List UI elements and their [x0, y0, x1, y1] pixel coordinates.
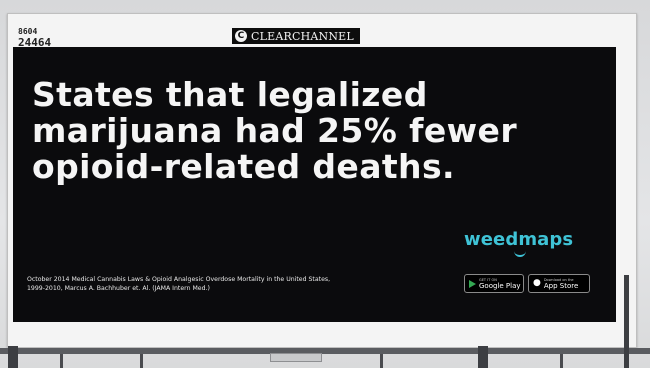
brand-name: CLEARCHANNEL [251, 29, 354, 43]
google-play-badge: GET IT ON Google Play [464, 274, 524, 293]
panel-number-bottom: 24464 [18, 36, 52, 49]
app-store-name: App Store [543, 281, 579, 290]
panel-number-top: 8604 [18, 27, 38, 36]
google-play-name: Google Play [479, 281, 521, 290]
rail-post [60, 354, 63, 368]
advertisement-panel: States that legalized marijuana had 25% … [13, 47, 616, 322]
weedmaps-logo: weedmaps [464, 229, 574, 250]
clear-channel-mark-icon: C [235, 30, 247, 42]
billboard-lamp [270, 353, 322, 362]
headline-line-2: marijuana had 25% fewer [32, 111, 517, 150]
rail-post [380, 354, 383, 368]
headline-line-1: States that legalized [32, 75, 428, 114]
headline-line-3: opioid-related deaths. [32, 147, 455, 186]
apple-icon: ● [533, 278, 541, 288]
side-ladder [624, 275, 629, 368]
app-store-small-text: Download on the [543, 277, 574, 282]
google-play-small-text: GET IT ON [479, 277, 497, 282]
panel-number: 8604 24464 [18, 27, 52, 49]
citation: October 2014 Medical Cannabis Laws & Opi… [27, 275, 457, 293]
citation-line-2: 1999-2010, Marcus A. Bachhuber et. Al. (… [27, 285, 210, 292]
rail-post [560, 354, 563, 368]
clear-channel-logo: C CLEARCHANNEL [232, 28, 360, 44]
rail-post [140, 354, 143, 368]
billboard-catwalk [0, 348, 650, 354]
support-post-left [8, 346, 18, 368]
citation-line-1: October 2014 Medical Cannabis Laws & Opi… [27, 276, 331, 283]
weedmaps-smile-icon [514, 250, 526, 257]
app-store-badge: ● Download on the App Store [528, 274, 590, 293]
support-post-right [478, 346, 488, 368]
headline: States that legalized marijuana had 25% … [32, 77, 592, 185]
google-play-icon [469, 279, 476, 288]
